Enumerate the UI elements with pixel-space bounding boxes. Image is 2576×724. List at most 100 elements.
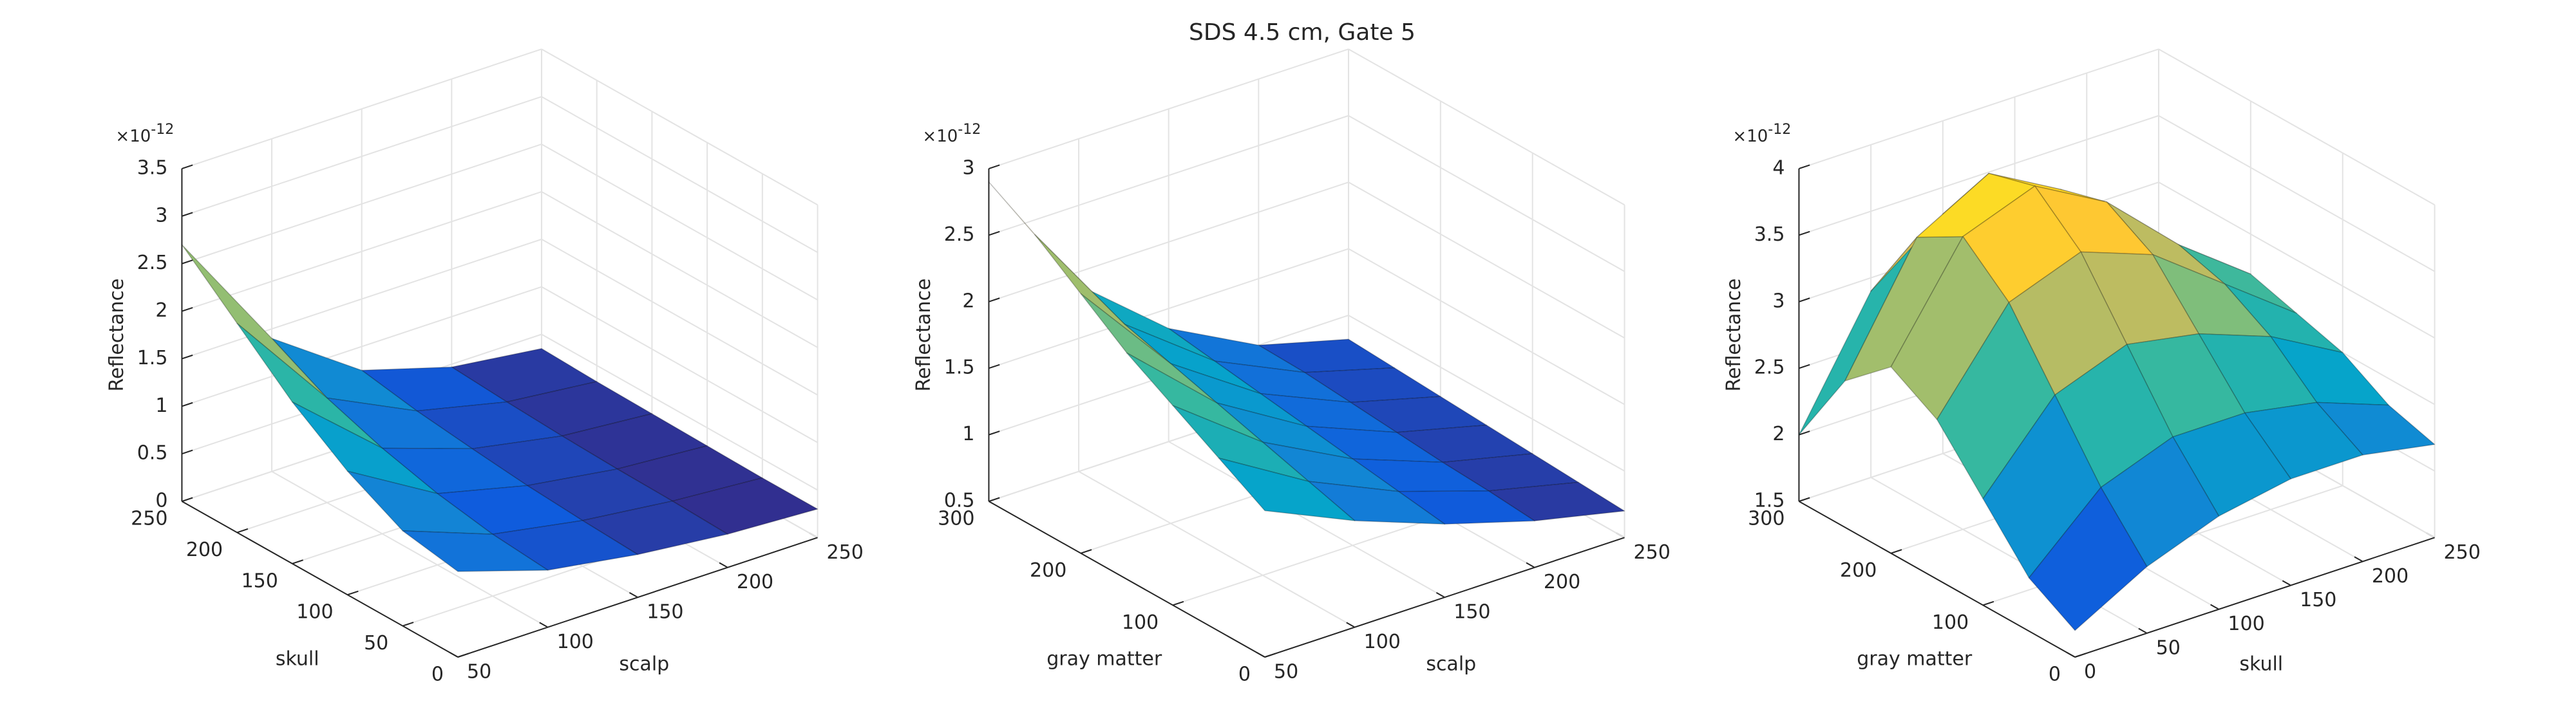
grid-line [541, 238, 819, 396]
grid-line [989, 248, 1349, 369]
surface-patch [1170, 363, 1307, 427]
z-axis-label: Reflectance [913, 279, 935, 392]
grid-line [182, 48, 542, 169]
x-tick-label: 50 [2156, 636, 2181, 659]
x-tick-label: 200 [2372, 565, 2409, 588]
z-tick-label: 3.5 [137, 157, 168, 180]
tick-mark [402, 622, 414, 627]
x-tick-label: 50 [467, 661, 491, 683]
tick-mark [2138, 627, 2148, 634]
tick-mark [989, 297, 1000, 302]
tick-mark [182, 164, 193, 169]
z-tick-label: 2.5 [1754, 357, 1785, 379]
y-axis-line [1798, 501, 2076, 658]
tick-mark [1799, 431, 1810, 436]
x-tick-label: 150 [1454, 601, 1490, 624]
tick-mark [1799, 164, 1810, 169]
y-tick-label: 0 [1238, 664, 1251, 686]
y-tick-label: 0 [431, 664, 444, 686]
y-tick-label: 300 [1748, 508, 1785, 530]
x-axis-label: scalp [1426, 653, 1476, 676]
z-tick-label: 3 [962, 157, 974, 180]
grid-line [2158, 181, 2436, 339]
tick-mark [539, 622, 549, 628]
z-tick-label: 1.5 [944, 357, 975, 379]
z-exponent-power: -12 [1768, 122, 1791, 138]
tick-mark [1799, 497, 1810, 502]
grid-line [1348, 115, 1625, 272]
surface-patch [2198, 333, 2318, 414]
surface-patch [672, 477, 819, 535]
tick-mark [1799, 364, 1810, 369]
x-tick-label: 200 [737, 571, 773, 593]
grid-line [182, 286, 542, 407]
x-tick-label: 100 [557, 631, 594, 653]
surface-patch [1262, 441, 1399, 492]
tick-mark [2354, 556, 2363, 562]
y-tick-label: 100 [296, 601, 333, 624]
tick-mark [1435, 592, 1445, 599]
z-exponent: ×10-12 [922, 122, 981, 146]
surface-patch [1488, 481, 1625, 522]
surface-patch [402, 530, 549, 572]
z-tick-label: 3 [1772, 290, 1785, 312]
y-tick-label: 200 [1030, 559, 1066, 582]
z-tick-label: 1.5 [137, 347, 168, 369]
surface-patch [1214, 360, 1351, 404]
tick-mark [1982, 600, 1994, 606]
grid-line [1348, 48, 1625, 206]
grid-line [271, 470, 549, 628]
y-tick-label: 150 [242, 570, 278, 592]
grid-line [541, 48, 819, 206]
tick-mark [182, 307, 193, 312]
tick-mark [989, 164, 1000, 169]
grid-line [1348, 315, 1625, 472]
grid-line [182, 238, 542, 360]
z-tick-label: 4 [1772, 157, 1785, 180]
z-exponent-base: ×10 [1732, 127, 1768, 146]
y-tick-label: 200 [186, 539, 223, 561]
tick-mark [2282, 580, 2291, 586]
grid-line [1078, 470, 1356, 628]
surface-patch [561, 413, 708, 470]
surface-patch [1172, 405, 1309, 482]
z-exponent-base: ×10 [922, 127, 958, 146]
tick-mark [719, 562, 728, 568]
y-tick-label: 50 [364, 632, 388, 654]
y-tick-label: 100 [1932, 611, 1969, 634]
tick-mark [182, 212, 193, 217]
z-tick-label: 2.5 [137, 252, 168, 274]
x-tick-label: 100 [1364, 631, 1401, 653]
grid-line [2158, 115, 2436, 272]
y-tick-label: 100 [1122, 611, 1159, 634]
tick-mark [989, 364, 1000, 369]
y-tick-label: 250 [131, 508, 167, 530]
y-axis-label: skull [276, 648, 319, 671]
y-tick-label: 300 [938, 508, 974, 530]
tick-mark [1890, 549, 1902, 554]
grid-line [182, 190, 542, 312]
surface-patch [1218, 458, 1356, 521]
x-axis-line [457, 537, 818, 658]
grid-line [541, 191, 819, 348]
grid-line [1348, 248, 1625, 405]
y-tick-label: 0 [2049, 664, 2061, 686]
tick-mark [629, 592, 638, 599]
grid-line [541, 333, 819, 491]
grid-line [989, 48, 1349, 169]
z-tick-label: 1 [155, 394, 167, 417]
x-tick-label: 100 [2228, 613, 2264, 635]
z-tick-label: 0 [155, 490, 167, 512]
tick-mark [1172, 600, 1184, 606]
tick-mark [292, 559, 303, 564]
tick-mark [1346, 622, 1356, 628]
z-tick-label: 0.5 [137, 442, 168, 465]
tick-mark [1080, 549, 1092, 554]
x-tick-label: 0 [2084, 661, 2096, 683]
y-axis-line [988, 501, 1265, 658]
tick-mark [182, 354, 193, 360]
x-axis-line [1264, 537, 1625, 658]
tick-mark [182, 497, 193, 502]
tick-mark [1799, 230, 1810, 236]
x-tick-label: 200 [1544, 571, 1580, 593]
